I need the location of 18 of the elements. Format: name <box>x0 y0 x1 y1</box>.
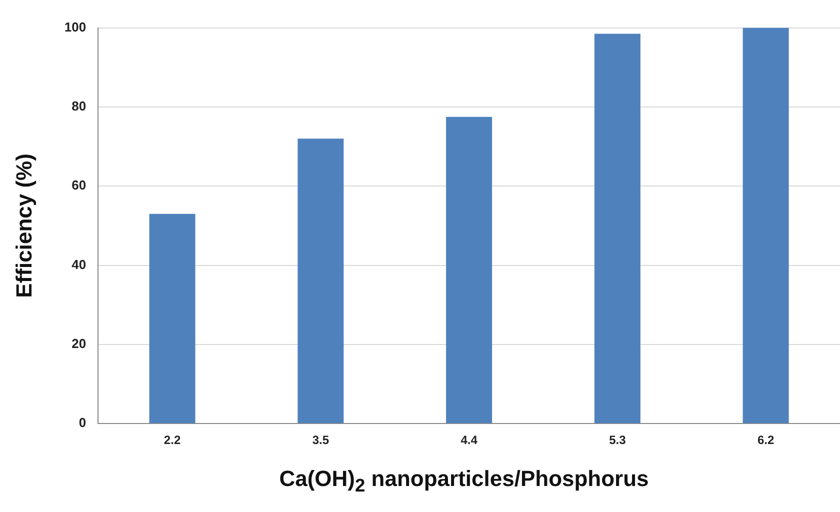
bar <box>594 34 640 424</box>
x-axis-title: Ca(OH)$_{2}$ nanoparticles/Phosphorus <box>278 466 650 496</box>
y-tick-label: 60 <box>72 178 86 193</box>
bar <box>742 28 789 424</box>
y-tick-label: 80 <box>72 98 86 114</box>
bar <box>149 214 196 424</box>
x-tick-label: 6.2 <box>757 433 774 448</box>
y-tick-label: 100 <box>64 19 86 34</box>
y-tick-label: 20 <box>72 336 86 352</box>
x-tick-label: 4.4 <box>460 433 478 448</box>
bar <box>446 116 492 424</box>
x-tick-label: 2.2 <box>164 433 181 448</box>
y-tick-label: 40 <box>72 256 86 272</box>
y-tick-label: 0 <box>78 415 86 430</box>
y-axis-title: Efficiency (%) <box>11 154 36 298</box>
x-tick-label: 3.5 <box>312 433 330 448</box>
x-tick-label: 5.3 <box>609 433 626 448</box>
bar <box>298 138 344 424</box>
